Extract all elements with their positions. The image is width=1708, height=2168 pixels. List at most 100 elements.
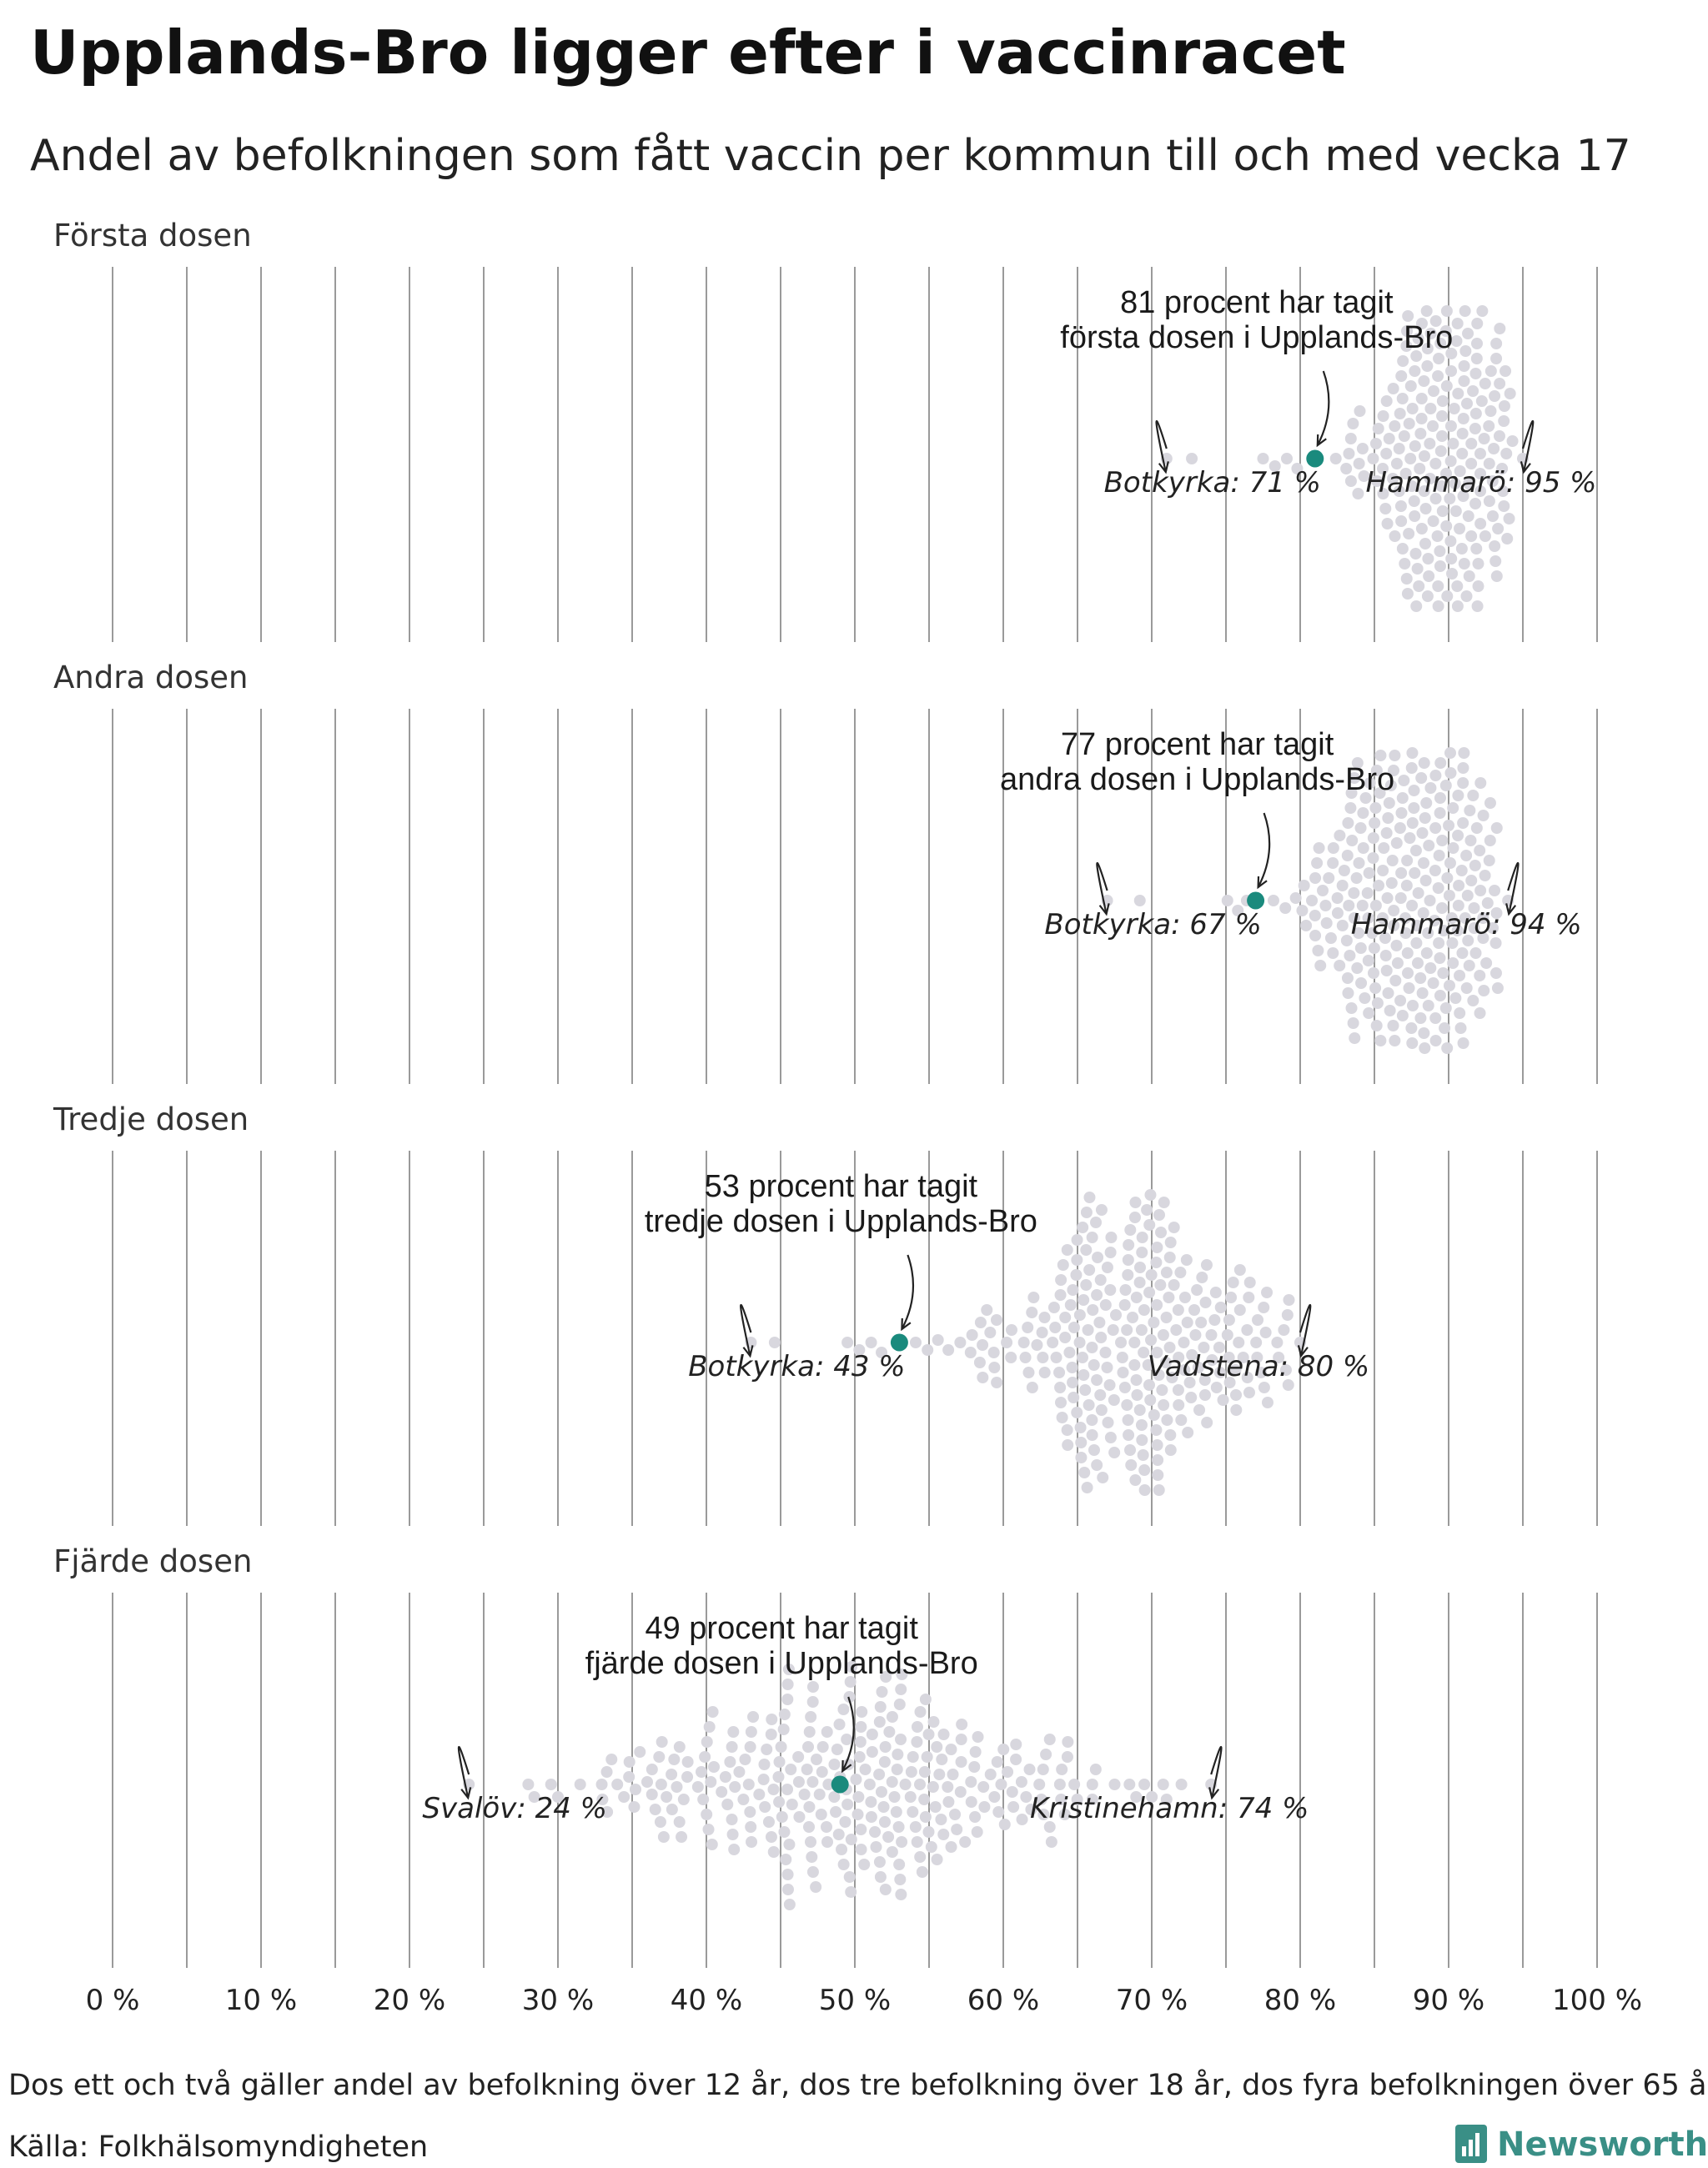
municipality-dot (1170, 1324, 1183, 1336)
municipality-dot (1470, 338, 1483, 349)
municipality-dot (1379, 503, 1392, 514)
municipality-dot (1105, 1232, 1118, 1243)
municipality-dot (853, 1344, 866, 1356)
municipality-dot (1344, 802, 1357, 814)
municipality-dot (1073, 1309, 1086, 1321)
municipality-dot (886, 1711, 898, 1723)
municipality-dot (1434, 338, 1447, 349)
municipality-dot (1438, 925, 1450, 936)
municipality-dot (1443, 980, 1455, 991)
municipality-dot (646, 1789, 658, 1800)
municipality-dot (1356, 900, 1369, 911)
municipality-dot (922, 1826, 935, 1838)
municipality-dot (1480, 957, 1493, 969)
municipality-dot (1444, 420, 1457, 432)
municipality-dot (1331, 892, 1344, 904)
municipality-dot (1250, 1337, 1263, 1348)
municipality-dot (1410, 920, 1423, 931)
municipality-dot (991, 1377, 1003, 1388)
municipality-dot (1306, 895, 1319, 906)
municipality-dot (1434, 445, 1447, 457)
municipality-dot (1166, 1372, 1178, 1383)
municipality-dot (1164, 1444, 1177, 1456)
municipality-dot (1281, 1309, 1294, 1321)
municipality-dot (1376, 463, 1389, 474)
municipality-dot (852, 1791, 865, 1803)
municipality-dot (896, 1836, 908, 1848)
municipality-dot (1418, 857, 1430, 869)
municipality-dot (1075, 1437, 1088, 1448)
municipality-dot (1451, 600, 1464, 612)
municipality-dot (781, 1884, 794, 1895)
annotation-arrow (457, 1745, 470, 1799)
municipality-dot (832, 1829, 845, 1840)
municipality-dot (1384, 780, 1397, 791)
municipality-dot (1462, 478, 1474, 489)
municipality-dot (1436, 410, 1449, 422)
municipality-dot (1278, 1324, 1290, 1336)
municipality-dot (821, 1821, 833, 1833)
municipality-dot (806, 1776, 819, 1788)
municipality-dot (1078, 1369, 1090, 1381)
municipality-dot (1414, 463, 1426, 474)
x-tick-label: 90 % (1413, 1984, 1484, 2017)
municipality-dot (1007, 1801, 1020, 1813)
municipality-dot (1077, 1222, 1089, 1233)
municipality-dot (1182, 1427, 1194, 1438)
municipality-dot (855, 1721, 867, 1733)
municipality-dot (942, 1781, 954, 1793)
municipality-dot (1421, 343, 1434, 354)
municipality-dot (1026, 1307, 1038, 1318)
municipality-dot (1432, 580, 1444, 592)
x-tick-label: 80 % (1264, 1984, 1336, 2017)
municipality-dot (850, 1774, 862, 1785)
municipality-dot (1447, 802, 1459, 814)
municipality-dot (1282, 1379, 1294, 1391)
municipality-dot (1395, 370, 1408, 382)
municipality-dot (1500, 448, 1513, 459)
municipality-dot (629, 1784, 641, 1795)
arrow-head (1297, 1345, 1309, 1358)
municipality-dot (1223, 1377, 1236, 1388)
municipality-dot (1457, 413, 1469, 424)
municipality-dot (1005, 1352, 1017, 1363)
municipality-dot (1420, 797, 1433, 809)
municipality-dot (781, 1869, 794, 1880)
municipality-dot (1209, 1287, 1222, 1298)
municipality-dot (1252, 1314, 1264, 1326)
municipality-dot (727, 1726, 740, 1738)
municipality-dot (894, 1874, 907, 1885)
municipality-dot (1474, 485, 1487, 497)
municipality-dot (1080, 1279, 1093, 1291)
municipality-dot (1429, 315, 1442, 327)
municipality-dot (1414, 428, 1427, 439)
arrow-head (841, 1759, 852, 1774)
municipality-dot (1067, 1377, 1079, 1388)
municipality-dot (528, 1791, 540, 1803)
municipality-dot (1054, 1397, 1067, 1408)
municipality-dot (1345, 787, 1358, 799)
upplands-bro-dot (890, 1333, 908, 1352)
municipality-dot (1434, 545, 1446, 557)
municipality-dot (1374, 750, 1387, 761)
municipality-dot (1378, 842, 1390, 854)
municipality-dot (1026, 1382, 1038, 1393)
municipality-dot (1061, 1424, 1073, 1436)
municipality-dot (1406, 403, 1419, 414)
municipality-dot (1458, 558, 1470, 570)
municipality-dot (777, 1724, 790, 1735)
municipality-dot (1406, 1037, 1419, 1049)
municipality-dot (1173, 1399, 1185, 1411)
municipality-dot (1366, 927, 1379, 939)
municipality-dot (1411, 563, 1424, 575)
municipality-dot (1420, 305, 1433, 317)
municipality-dot (1469, 408, 1482, 419)
municipality-dot (1439, 325, 1452, 337)
municipality-dot (1129, 1197, 1142, 1208)
municipality-dot (1493, 430, 1505, 442)
municipality-dot (1054, 1382, 1067, 1393)
municipality-dot (1355, 977, 1368, 989)
municipality-dot (1394, 822, 1406, 834)
municipality-dot (1424, 403, 1437, 414)
